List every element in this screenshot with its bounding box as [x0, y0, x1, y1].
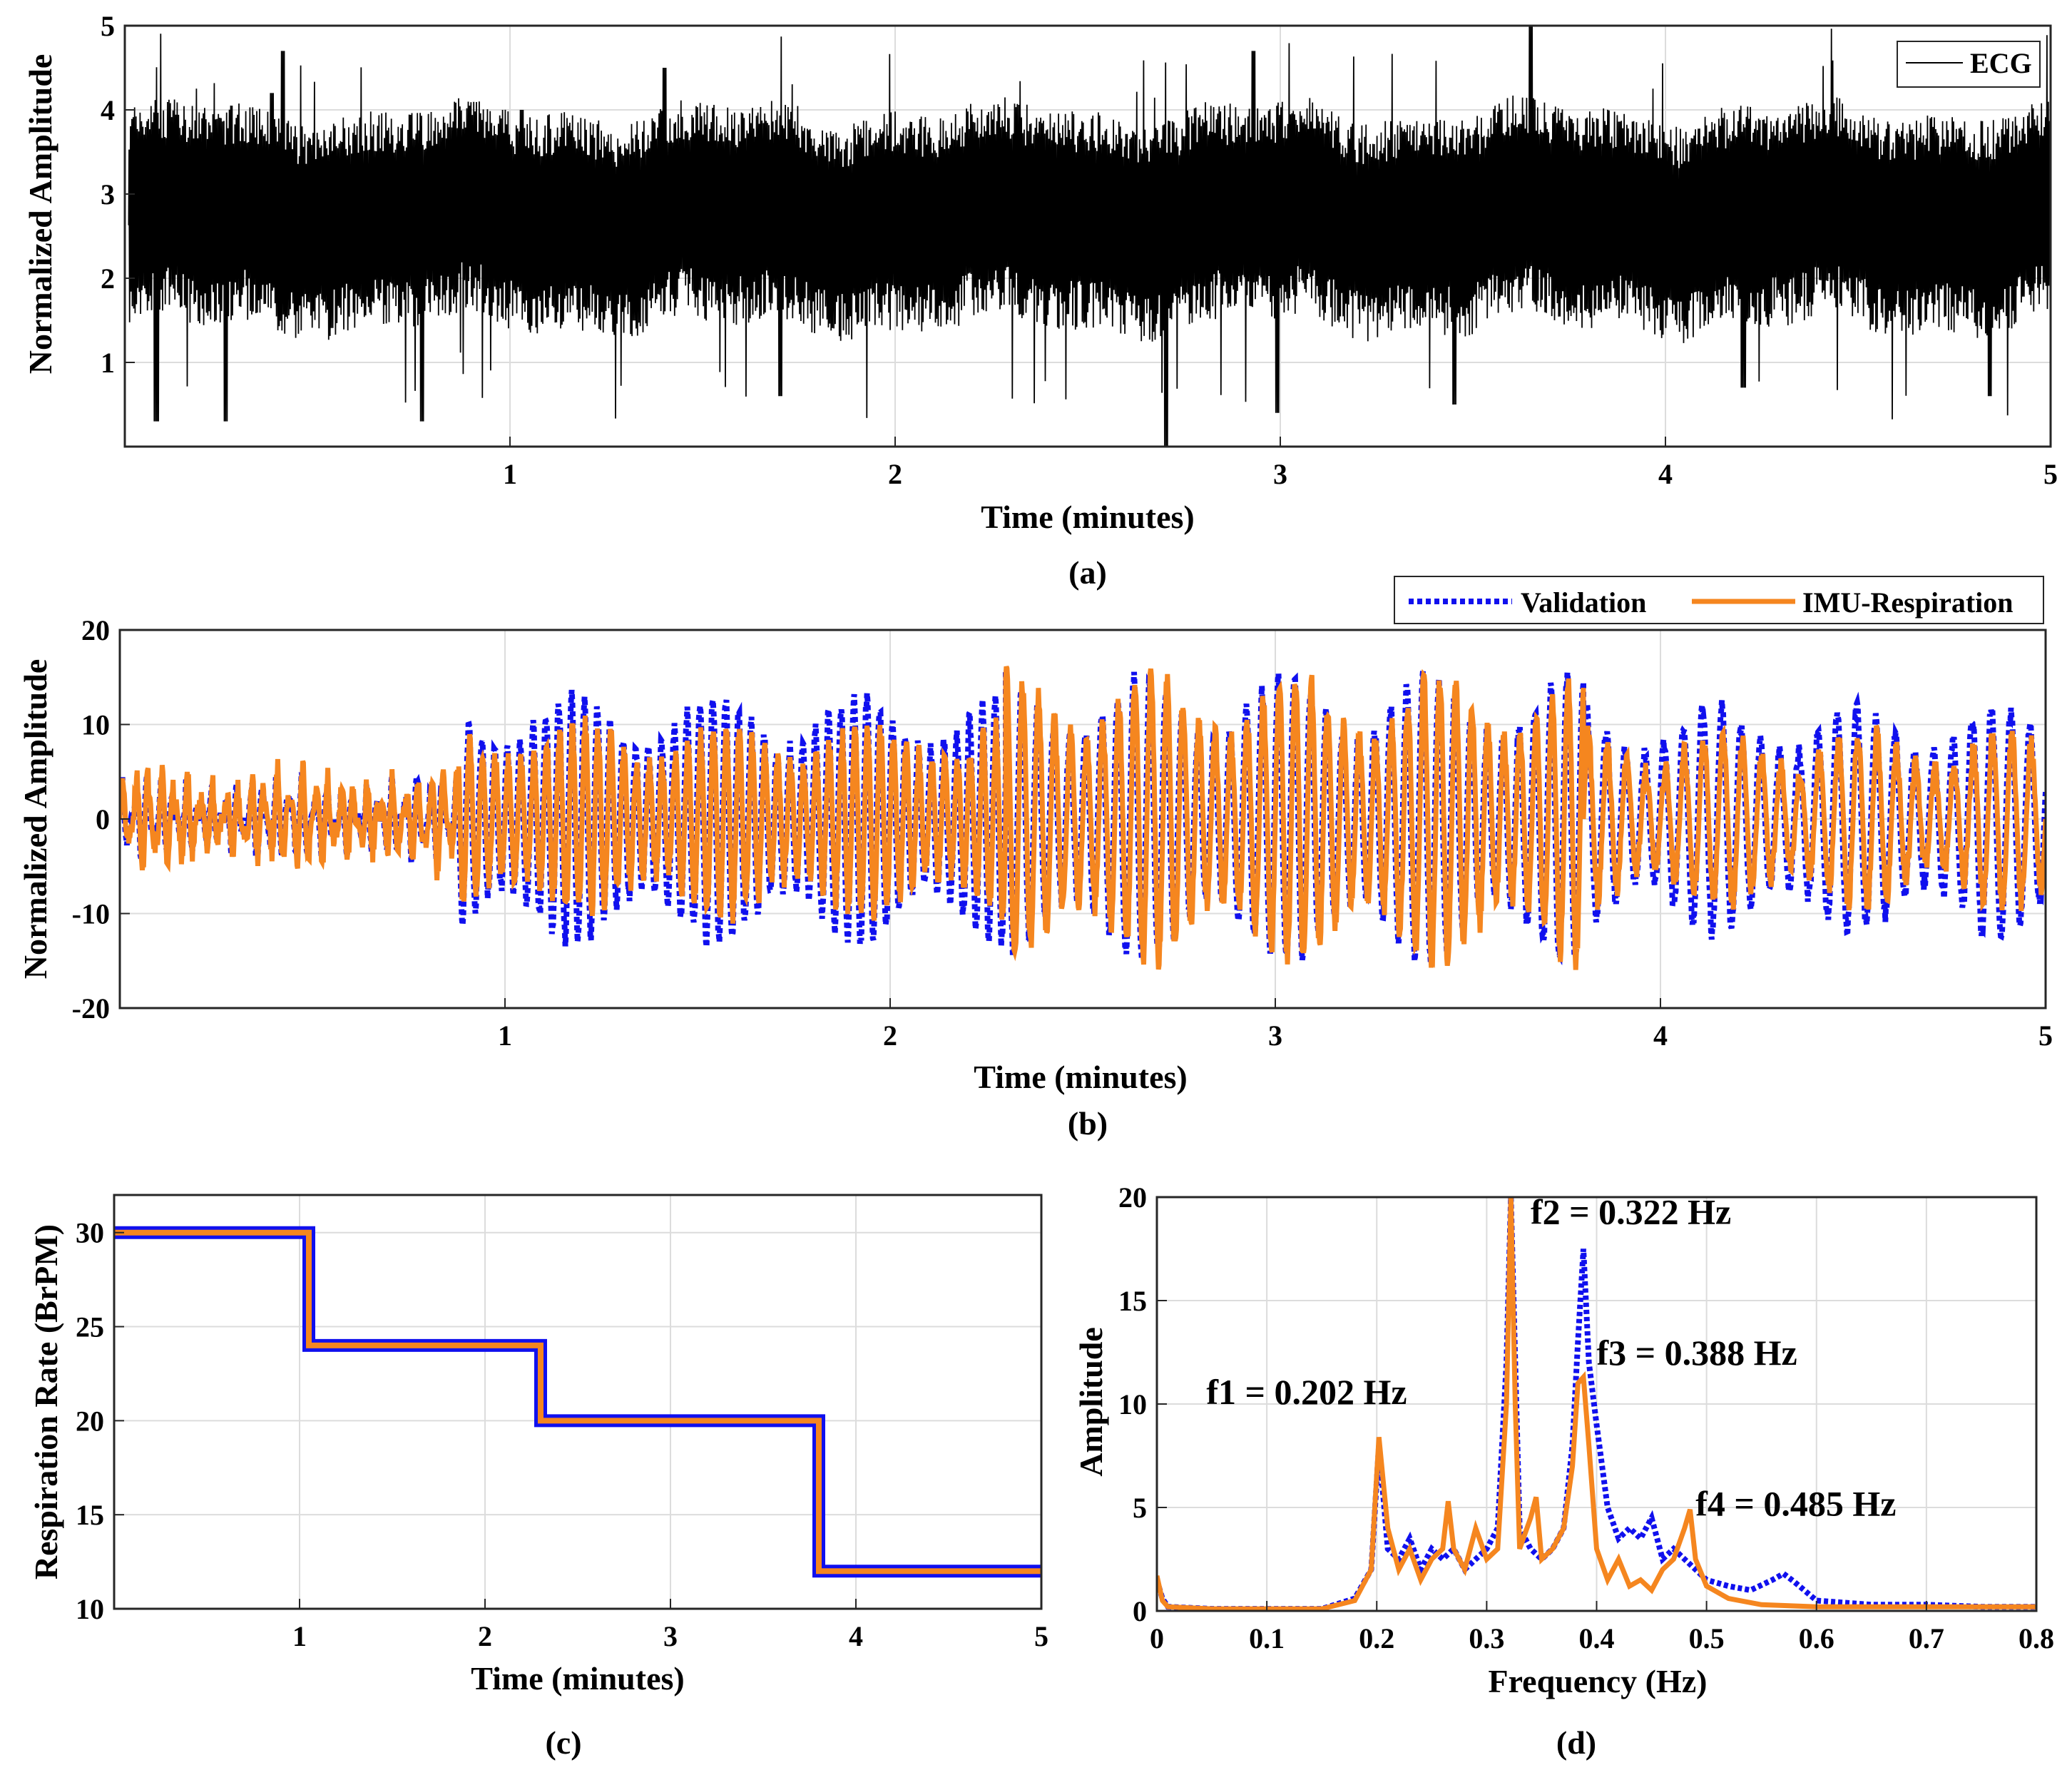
panel-d-x-ticks: 0 0.1 0.2 0.3 0.4 0.5 0.6 0.7 0.8 [1150, 1601, 2054, 1654]
y-tick-label: 15 [76, 1499, 104, 1531]
panel-d-caption: (d) [1556, 1724, 1596, 1761]
panel-a-x-ticks: 1 2 3 4 5 [503, 437, 2058, 490]
x-tick-label: 1 [292, 1620, 307, 1652]
x-tick-label: 0.2 [1359, 1622, 1394, 1654]
panel-b-y-ticks: -20 -10 0 10 20 [72, 614, 130, 1024]
x-tick-label: 3 [1273, 458, 1287, 490]
panel-c-xlabel: Time (minutes) [471, 1660, 684, 1697]
x-tick-label: 0.1 [1249, 1622, 1285, 1654]
x-tick-label: 0.5 [1689, 1622, 1725, 1654]
x-tick-label: 5 [1034, 1620, 1048, 1652]
y-tick-label: 3 [101, 178, 115, 210]
peak-annotation-3: f3 = 0.388 Hz [1597, 1333, 1797, 1373]
y-tick-label: -10 [72, 898, 110, 930]
peak-annotation-2: f2 = 0.322 Hz [1531, 1192, 1731, 1232]
x-tick-label: 0.4 [1579, 1622, 1615, 1654]
panel-b-x-ticks: 1 2 3 4 5 [498, 998, 2053, 1052]
panel-d: 0 5 10 15 20 0 0.1 0.2 0.3 0.4 0.5 0.6 0.7 0.8 f1 = … [1073, 1181, 2054, 1761]
imu-respiration-rate-line [114, 1229, 1041, 1575]
panel-a-legend: ECG [1897, 41, 2041, 88]
panel-c-caption: (c) [545, 1724, 581, 1761]
panel-a-y-ticks: 1 2 3 4 5 [101, 10, 135, 379]
y-tick-label: 20 [81, 614, 110, 646]
y-tick-label: 15 [1118, 1285, 1147, 1317]
panel-c-y-ticks: 10 15 20 25 30 [76, 1217, 124, 1625]
panel-a: 1 2 3 4 5 1 2 3 4 5 ECG Time (minutes) Normalize… [22, 10, 2058, 591]
y-tick-label: 25 [76, 1311, 104, 1343]
legend-validation-label: Validation [1521, 586, 1646, 619]
x-tick-label: 0.3 [1469, 1622, 1504, 1654]
panel-a-axes-box [123, 24, 2052, 448]
y-tick-label: 2 [101, 263, 115, 295]
imu-respiration-series-line [120, 666, 2046, 970]
x-tick-label: 0 [1150, 1622, 1164, 1654]
y-tick-label: -20 [72, 992, 110, 1024]
x-tick-label: 3 [1268, 1019, 1282, 1052]
x-tick-label: 2 [888, 458, 902, 490]
y-tick-label: 10 [76, 1593, 104, 1625]
panel-c-grid [114, 1195, 1042, 1609]
panel-a-xlabel: Time (minutes) [981, 499, 1194, 535]
x-tick-label: 4 [1658, 458, 1673, 490]
x-tick-label: 1 [498, 1019, 512, 1052]
panel-b: -20 -10 0 10 20 1 2 3 4 5 Validation IMU-Respira… [17, 576, 2053, 1141]
panel-a-ylabel: Normalized Amplitude [22, 54, 58, 374]
y-tick-label: 10 [81, 709, 110, 741]
x-tick-label: 0.7 [1909, 1622, 1944, 1654]
y-tick-label: 5 [1133, 1492, 1147, 1524]
y-tick-label: 1 [101, 347, 115, 379]
panel-b-ylabel: Normalized Amplitude [17, 659, 53, 979]
x-tick-label: 0.6 [1799, 1622, 1834, 1654]
panel-c-ylabel: Respiration Rate (BrPM) [28, 1224, 64, 1580]
peak-annotation-4: f4 = 0.485 Hz [1695, 1484, 1896, 1524]
legend-ecg-label: ECG [1970, 47, 2032, 79]
x-tick-label: 2 [478, 1620, 492, 1652]
panel-c-axes-box [113, 1194, 1043, 1610]
x-tick-label: 5 [2043, 458, 2058, 490]
y-tick-label: 4 [101, 94, 115, 126]
imu-respiration-spectrum-line [1157, 1197, 2036, 1611]
panel-b-caption: (b) [1068, 1105, 1108, 1141]
legend-box [1897, 41, 2041, 88]
panel-b-legend: Validation IMU-Respiration [1394, 576, 2044, 624]
panel-c-x-ticks: 1 2 3 4 5 [292, 1599, 1048, 1652]
peak-annotation-1: f1 = 0.202 Hz [1206, 1372, 1407, 1412]
panel-d-xlabel: Frequency (Hz) [1488, 1663, 1707, 1699]
legend-imu-label: IMU-Respiration [1802, 586, 2014, 619]
panel-d-ylabel: Amplitude [1073, 1327, 1109, 1477]
panel-c: 10 15 20 25 30 1 2 3 4 5 Time (minutes) Respirat… [28, 1194, 1048, 1761]
x-tick-label: 0.8 [2019, 1622, 2054, 1654]
validation-rate-line [114, 1226, 1041, 1578]
panel-d-annotations: f1 = 0.202 Hz f2 = 0.322 Hz f3 = 0.388 Hz f… [1206, 1192, 1896, 1524]
x-tick-label: 4 [849, 1620, 863, 1652]
ecg-series-line [128, 25, 2051, 447]
y-tick-label: 10 [1118, 1388, 1147, 1420]
panel-b-xlabel: Time (minutes) [974, 1059, 1187, 1095]
y-tick-label: 20 [1118, 1181, 1147, 1214]
panel-a-caption: (a) [1068, 554, 1107, 591]
panel-d-y-ticks: 0 5 10 15 20 [1118, 1181, 1167, 1627]
x-tick-label: 3 [663, 1620, 678, 1652]
x-tick-label: 2 [883, 1019, 897, 1052]
y-tick-label: 30 [76, 1217, 104, 1249]
y-tick-label: 20 [76, 1405, 104, 1437]
y-tick-label: 0 [1133, 1595, 1147, 1627]
y-tick-label: 5 [101, 10, 115, 42]
x-tick-label: 5 [2038, 1019, 2053, 1052]
x-tick-label: 4 [1653, 1019, 1668, 1052]
y-tick-label: 0 [96, 803, 110, 835]
x-tick-label: 1 [503, 458, 517, 490]
